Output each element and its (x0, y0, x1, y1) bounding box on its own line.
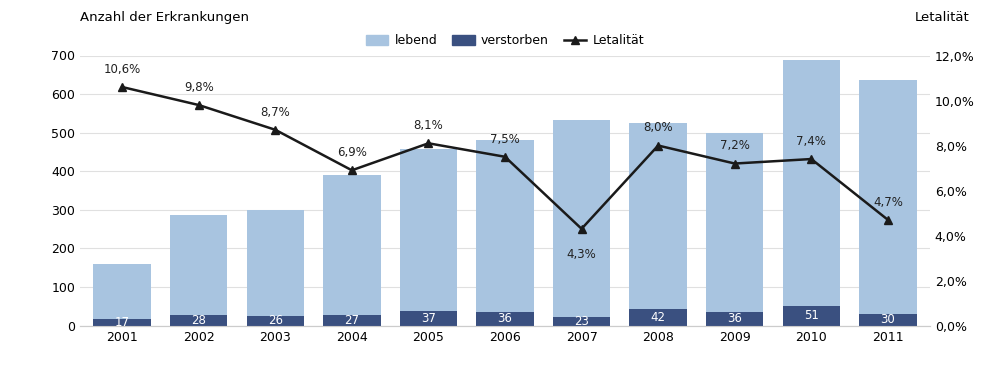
Text: 37: 37 (421, 312, 436, 325)
Text: 9,8%: 9,8% (184, 81, 214, 94)
Letalität (576, 226, 588, 231)
Bar (859, 80, 917, 314)
Text: 7,5%: 7,5% (490, 133, 520, 146)
Text: 23: 23 (574, 314, 589, 328)
Text: 36: 36 (727, 312, 742, 325)
Letalität (346, 168, 358, 172)
Bar (323, 175, 381, 315)
Letalität (116, 85, 128, 89)
Letalität (269, 128, 281, 132)
Bar (553, 120, 610, 317)
Text: 27: 27 (344, 314, 359, 327)
Bar (706, 312, 763, 326)
Bar (93, 264, 151, 319)
Bar (93, 319, 151, 326)
Letalität (652, 143, 664, 148)
Bar (476, 312, 534, 326)
Bar (783, 60, 840, 306)
Text: 17: 17 (115, 316, 130, 329)
Bar (400, 311, 457, 326)
Line: Letalität: Letalität (118, 83, 892, 233)
Letalität (882, 218, 894, 222)
Bar (400, 149, 457, 311)
Text: 36: 36 (498, 312, 512, 325)
Bar (170, 215, 227, 315)
Letalität (805, 157, 817, 161)
Bar (247, 316, 304, 326)
Bar (247, 210, 304, 316)
Legend: lebend, verstorben, Letalität: lebend, verstorben, Letalität (361, 29, 649, 52)
Text: 26: 26 (268, 314, 283, 327)
Bar (859, 314, 917, 326)
Text: 10,6%: 10,6% (103, 63, 141, 76)
Text: 8,7%: 8,7% (260, 106, 290, 119)
Bar (706, 133, 763, 312)
Text: Letalität: Letalität (915, 11, 970, 24)
Text: 6,9%: 6,9% (337, 146, 367, 159)
Text: 7,2%: 7,2% (720, 139, 750, 152)
Letalität (499, 155, 511, 159)
Bar (629, 309, 687, 326)
Text: 42: 42 (651, 311, 666, 324)
Text: 8,1%: 8,1% (414, 119, 443, 132)
Text: 4,7%: 4,7% (873, 196, 903, 209)
Text: 30: 30 (881, 313, 895, 326)
Letalität (193, 103, 205, 107)
Bar (170, 315, 227, 326)
Bar (783, 306, 840, 326)
Bar (476, 140, 534, 312)
Text: Anzahl der Erkrankungen: Anzahl der Erkrankungen (80, 11, 249, 24)
Text: 28: 28 (191, 314, 206, 327)
Letalität (422, 141, 434, 145)
Text: 4,3%: 4,3% (567, 248, 596, 261)
Text: 8,0%: 8,0% (643, 121, 673, 134)
Bar (323, 315, 381, 326)
Bar (553, 317, 610, 326)
Letalität (729, 161, 741, 166)
Bar (629, 123, 687, 309)
Text: 7,4%: 7,4% (796, 135, 826, 148)
Text: 51: 51 (804, 309, 819, 322)
